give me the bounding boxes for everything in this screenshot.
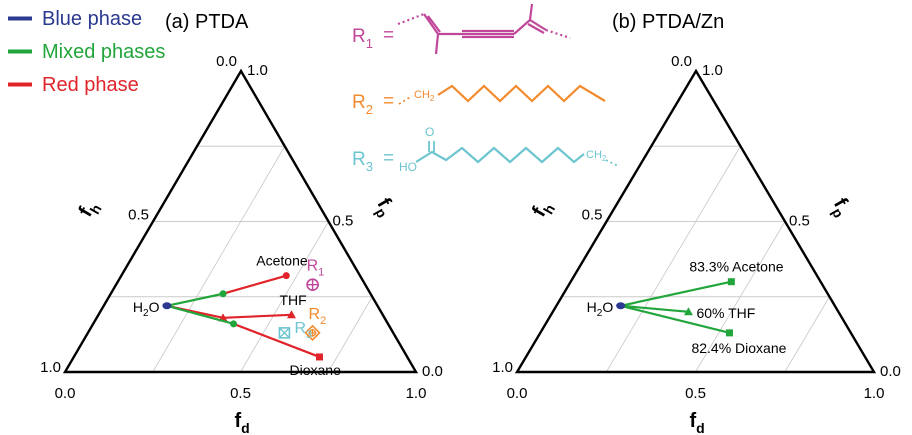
- panel-b-left-tick-2: 0.5: [582, 207, 603, 224]
- panel-b-point-1: [727, 278, 735, 286]
- panel-a-line-2b: [222, 313, 292, 319]
- panel-a-point-2: [286, 310, 296, 319]
- legend-label-3: Red phase: [42, 74, 139, 96]
- r2-bond-dashed: [398, 95, 413, 105]
- legend-swatch-2: [8, 49, 32, 54]
- panel-a-right-axis-label: fp: [369, 194, 399, 220]
- panel-b-line-3: [620, 304, 730, 334]
- panel-b-xlabel: fd: [690, 410, 705, 435]
- panel-b-point-2: [683, 307, 693, 316]
- panel-b-line-1: [620, 280, 732, 307]
- r2-chain: [437, 84, 606, 103]
- panel-a-bottom-tick-2: 0.5: [230, 385, 251, 402]
- panel-a-xlabel: fd: [235, 410, 250, 435]
- panel-b-origin-point: [616, 302, 626, 310]
- panel-a-marker-label-r2: R2: [309, 306, 327, 327]
- panel-a-marker-r2: [304, 324, 321, 342]
- panel-a-origin-point: [162, 302, 172, 310]
- r3-carbonyl-bond: [428, 141, 435, 152]
- panel-b-point-label-1: 83.3% Acetone: [689, 259, 783, 275]
- panel-a-right-tick-2: 0.5: [333, 213, 354, 230]
- panel-a-point-1: [282, 272, 290, 280]
- r3-hydroxyl: HO: [399, 160, 417, 174]
- panel-a-point-label-2: THF: [279, 292, 306, 308]
- panel-b-bottom-tick-3: 1.0: [864, 385, 885, 402]
- panel-b-bottom-tick-2: 0.5: [685, 385, 706, 402]
- legend-label-2: Mixed phases: [42, 41, 165, 63]
- r2-label: R2: [352, 92, 373, 117]
- panel-a-left-axis-label: fh: [74, 196, 104, 222]
- panel-b-bottom-tick-1: 0.0: [507, 385, 528, 402]
- panel-a-line-3a: [166, 304, 234, 325]
- r1-structure: [397, 3, 571, 55]
- panel-a-left-tick-1: 1.0: [40, 359, 61, 376]
- r3-group: CH2: [586, 149, 607, 163]
- panel-a-marker-r3: [278, 327, 291, 339]
- r3-chain: [415, 146, 585, 164]
- panel-a-line-1b: [222, 274, 287, 295]
- panel-b-left-axis-label: fh: [528, 196, 558, 222]
- panel-b-triangle: [514, 68, 877, 374]
- r1-equals: =: [383, 25, 394, 46]
- panel-a-marker-label-r3: R3: [294, 320, 312, 341]
- panel-a-bottom-tick-1: 0.0: [55, 385, 76, 402]
- panel-a-triangle: [62, 68, 419, 374]
- panel-b-grid: [561, 145, 830, 373]
- panel-b-right-tick-3: 0.0: [880, 363, 901, 380]
- panel-b-point-3: [725, 329, 733, 337]
- r1-label: R1: [352, 26, 373, 51]
- panel-a-right-tick-1: 1.0: [247, 62, 268, 79]
- panel-a-marker-r1: [306, 278, 319, 292]
- legend-swatch-3: [8, 82, 32, 87]
- panel-a-left-tick-2: 0.5: [128, 207, 149, 224]
- r3-equals: =: [383, 148, 394, 169]
- r3-bond-dashed: [605, 159, 619, 167]
- panel-b-title: (b) PTDA/Zn: [612, 11, 724, 33]
- panel-b-right-tick-1: 1.0: [702, 62, 723, 79]
- panel-a-point-3: [316, 353, 323, 361]
- panel-a-origin-label: H2O: [133, 299, 160, 319]
- r3-label: R3: [352, 149, 373, 174]
- panel-a-marker-label-r1: R1: [307, 258, 325, 279]
- panel-a-line-1a: [166, 292, 224, 307]
- r3-carbonyl-oxygen: O: [425, 125, 434, 139]
- panel-a-right-tick-3: 0.0: [422, 363, 443, 380]
- panel-a-title: (a) PTDA: [165, 11, 249, 33]
- panel-b-left-tick-1: 1.0: [492, 359, 513, 376]
- panel-a-point-label-1: Acetone: [256, 253, 308, 269]
- panel-a-point-label-3: Dioxane: [290, 362, 342, 378]
- r2-equals: =: [383, 91, 394, 112]
- legend-label-1: Blue phase: [42, 8, 142, 30]
- panel-b-right-axis-label: fp: [825, 194, 855, 220]
- panel-a-bottom-tick-3: 1.0: [406, 385, 427, 402]
- panel-b-point-label-2: 60% THF: [696, 305, 755, 321]
- panel-a-line-3b: [233, 322, 320, 358]
- panel-a-mid-point-1: [219, 290, 227, 298]
- panel-a-grid: [109, 145, 373, 373]
- panel-a-left-tick-3: 0.0: [216, 53, 237, 70]
- panel-b-point-label-3: 82.4% Dioxane: [691, 340, 786, 356]
- panel-b-right-tick-2: 0.5: [789, 213, 810, 230]
- panel-b-line-2: [620, 304, 689, 313]
- panel-b-left-tick-3: 0.0: [671, 53, 692, 70]
- r2-group: CH2: [414, 89, 435, 103]
- panel-b-origin-label: H2O: [587, 299, 614, 319]
- panel-a-mid-point-3: [230, 320, 238, 328]
- legend-swatch-1: [8, 16, 32, 21]
